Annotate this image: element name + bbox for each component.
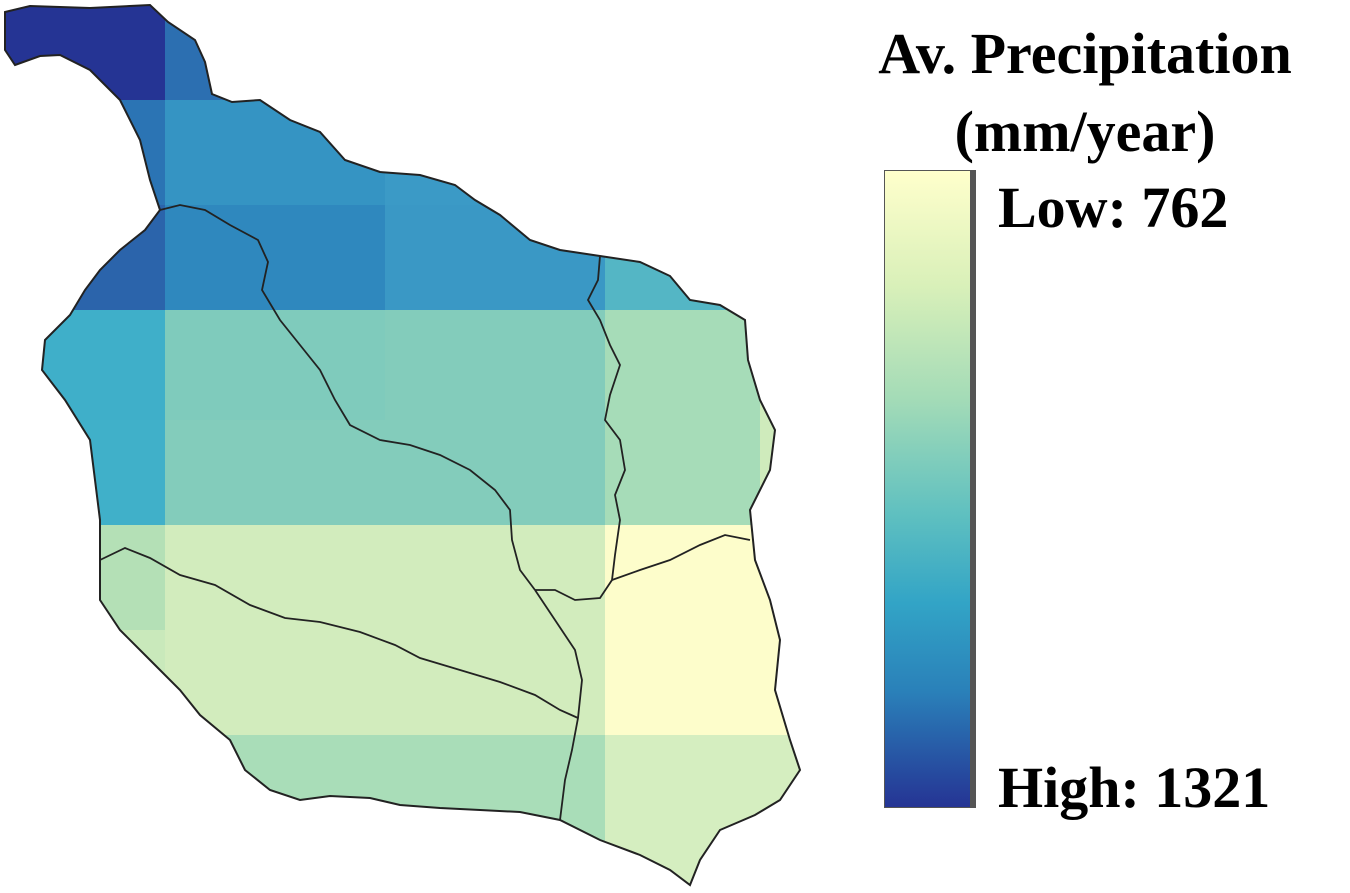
- grid-cell: [760, 100, 800, 206]
- subbasin-boundary: [534, 589, 583, 821]
- grid-cell: [385, 310, 606, 421]
- grid-cell: [605, 205, 761, 311]
- grid-cell: [5, 100, 166, 206]
- subbasin-boundary: [611, 534, 751, 581]
- subbasin-boundaries: [99, 204, 751, 821]
- grid-cell: [605, 630, 761, 736]
- grid-cell: [5, 420, 166, 526]
- map-svg: [4, 3, 802, 887]
- grid-cell: [165, 5, 386, 101]
- grid-cell: [385, 205, 606, 311]
- grid-cell: [385, 420, 606, 526]
- grid-cell: [760, 525, 800, 631]
- grid-cell: [385, 100, 606, 206]
- legend-low-label: Low: 762: [998, 175, 1229, 240]
- grid-cell: [605, 525, 761, 631]
- grid-cell: [385, 525, 606, 631]
- grid-cell: [760, 630, 800, 736]
- grid-cell: [165, 310, 386, 421]
- grid-cell: [5, 525, 166, 631]
- grid-cell: [165, 205, 386, 311]
- subbasin-boundary: [535, 255, 626, 601]
- basin-outline: [4, 3, 802, 887]
- grid-cell: [760, 735, 800, 885]
- grid-cell: [5, 5, 166, 101]
- grid-cell: [5, 310, 166, 421]
- grid-cell: [165, 630, 386, 736]
- subbasin-boundary: [99, 547, 579, 719]
- grid-cell: [605, 100, 761, 206]
- grid-cell: [5, 630, 166, 736]
- legend-title: Av. Precipitation: [878, 21, 1292, 86]
- legend-high-label: High: 1321: [998, 755, 1271, 820]
- grid-cell: [605, 735, 761, 885]
- grid-cell: [165, 525, 386, 631]
- grid-cell: [5, 735, 166, 885]
- grid-cell: [605, 420, 761, 526]
- grid-cell: [385, 630, 606, 736]
- precipitation-map: [4, 3, 802, 887]
- subbasin-boundary: [159, 204, 536, 591]
- legend-color-bar: [884, 170, 976, 808]
- precipitation-grid: [5, 5, 800, 885]
- grid-cell: [165, 735, 386, 885]
- grid-cell: [760, 205, 800, 311]
- grid-cell: [165, 100, 386, 206]
- grid-cell: [385, 735, 606, 885]
- grid-cell: [165, 420, 386, 526]
- grid-cell: [760, 310, 800, 421]
- grid-cell: [605, 310, 761, 421]
- legend-unit: (mm/year): [954, 99, 1216, 164]
